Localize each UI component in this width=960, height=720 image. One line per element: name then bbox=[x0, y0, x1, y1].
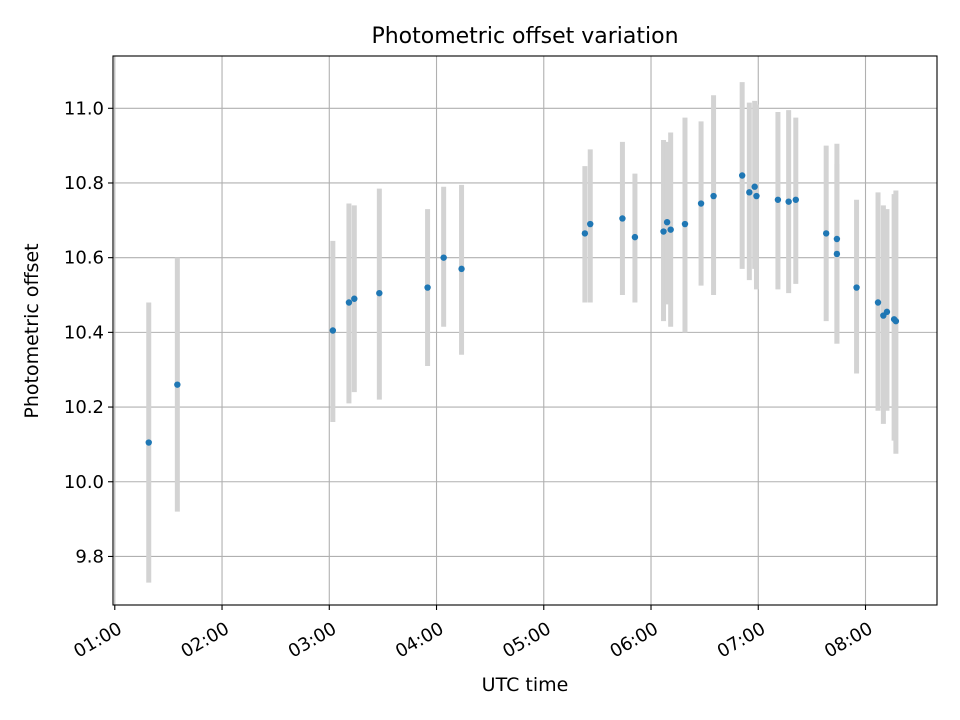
x-axis-label: UTC time bbox=[482, 674, 569, 696]
data-point bbox=[883, 308, 891, 316]
y-tick-label: 10.2 bbox=[64, 397, 104, 418]
y-axis-ticks: 9.8 10.0 10.2 10.4 10.6 10.8 11.0 bbox=[64, 98, 113, 567]
y-axis-label: Photometric offset bbox=[21, 243, 43, 418]
y-tick-label: 10.6 bbox=[64, 248, 104, 269]
chart-title: Photometric offset variation bbox=[371, 24, 678, 49]
data-point bbox=[792, 196, 799, 203]
data-point bbox=[145, 439, 152, 446]
grid-layer bbox=[113, 56, 937, 605]
data-point bbox=[833, 235, 841, 243]
data-point bbox=[853, 284, 860, 291]
data-point bbox=[660, 228, 667, 235]
data-point bbox=[174, 381, 181, 388]
y-tick-label: 9.8 bbox=[75, 546, 104, 567]
data-point bbox=[345, 299, 353, 306]
y-tick-label: 10.0 bbox=[64, 472, 104, 493]
data-point bbox=[774, 196, 782, 203]
data-point bbox=[681, 220, 689, 228]
plot-frame bbox=[112, 55, 938, 606]
data-point bbox=[710, 192, 717, 200]
data-point bbox=[424, 284, 431, 291]
data-point bbox=[329, 327, 337, 334]
point-layer bbox=[145, 172, 900, 446]
data-point bbox=[822, 230, 830, 237]
data-point bbox=[587, 220, 594, 228]
data-point bbox=[440, 254, 447, 261]
data-point bbox=[376, 289, 383, 297]
data-point bbox=[785, 198, 792, 205]
data-point bbox=[581, 230, 589, 237]
data-point bbox=[833, 250, 841, 258]
data-point bbox=[351, 295, 358, 302]
data-point bbox=[738, 172, 746, 179]
y-tick-label: 10.4 bbox=[64, 322, 104, 343]
data-point bbox=[746, 189, 753, 196]
data-point bbox=[631, 233, 639, 241]
data-point bbox=[458, 265, 465, 273]
data-point bbox=[874, 299, 882, 306]
data-point bbox=[663, 218, 671, 226]
y-tick-label: 10.8 bbox=[64, 173, 104, 194]
data-point bbox=[667, 226, 674, 233]
y-tick-label: 11.0 bbox=[64, 98, 104, 119]
data-point bbox=[753, 192, 760, 200]
data-point bbox=[751, 183, 758, 190]
data-point bbox=[619, 215, 626, 222]
data-point bbox=[697, 200, 705, 207]
data-point bbox=[892, 317, 900, 325]
